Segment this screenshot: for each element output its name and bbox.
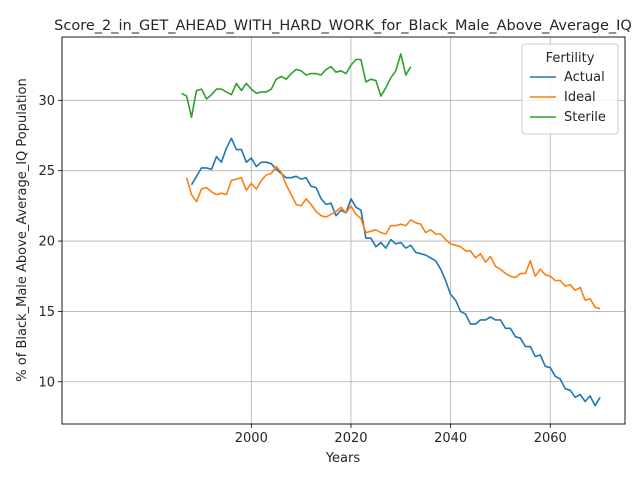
legend-label-ideal: Ideal xyxy=(564,90,596,105)
series-line-ideal xyxy=(185,165,601,310)
x-tick-label: 2000 xyxy=(235,431,268,446)
legend-box xyxy=(521,43,619,135)
x-tick-label: 2060 xyxy=(534,431,567,446)
series-lines xyxy=(181,53,601,407)
legend-title: Fertility xyxy=(546,51,595,66)
y-tick-label: 25 xyxy=(38,164,55,179)
x-axis-label: Years xyxy=(325,451,361,466)
y-tick-label: 30 xyxy=(38,94,55,109)
x-tick-label: 2020 xyxy=(334,431,367,446)
axis-ticks: 2000 2020 2040 2060 10 15 20 25 30 xyxy=(38,94,566,446)
y-tick-label: 20 xyxy=(38,235,55,250)
y-tick-label: 15 xyxy=(38,305,55,320)
y-tick-label: 10 xyxy=(38,375,55,390)
legend: Fertility Actual Ideal Sterile xyxy=(521,43,619,135)
y-axis-label: % of Black_Male Above_Average_IQ Populat… xyxy=(15,78,30,381)
series-line-actual xyxy=(190,137,601,407)
legend-label-actual: Actual xyxy=(564,70,605,85)
x-tick-label: 2040 xyxy=(434,431,467,446)
series-line-sterile xyxy=(181,53,412,118)
legend-label-sterile: Sterile xyxy=(564,110,606,125)
plot-frame xyxy=(61,36,626,425)
legend-entries: Actual Ideal Sterile xyxy=(530,70,606,125)
chart-title: Score_2_in_GET_AHEAD_WITH_HARD_WORK_for_… xyxy=(54,18,632,34)
